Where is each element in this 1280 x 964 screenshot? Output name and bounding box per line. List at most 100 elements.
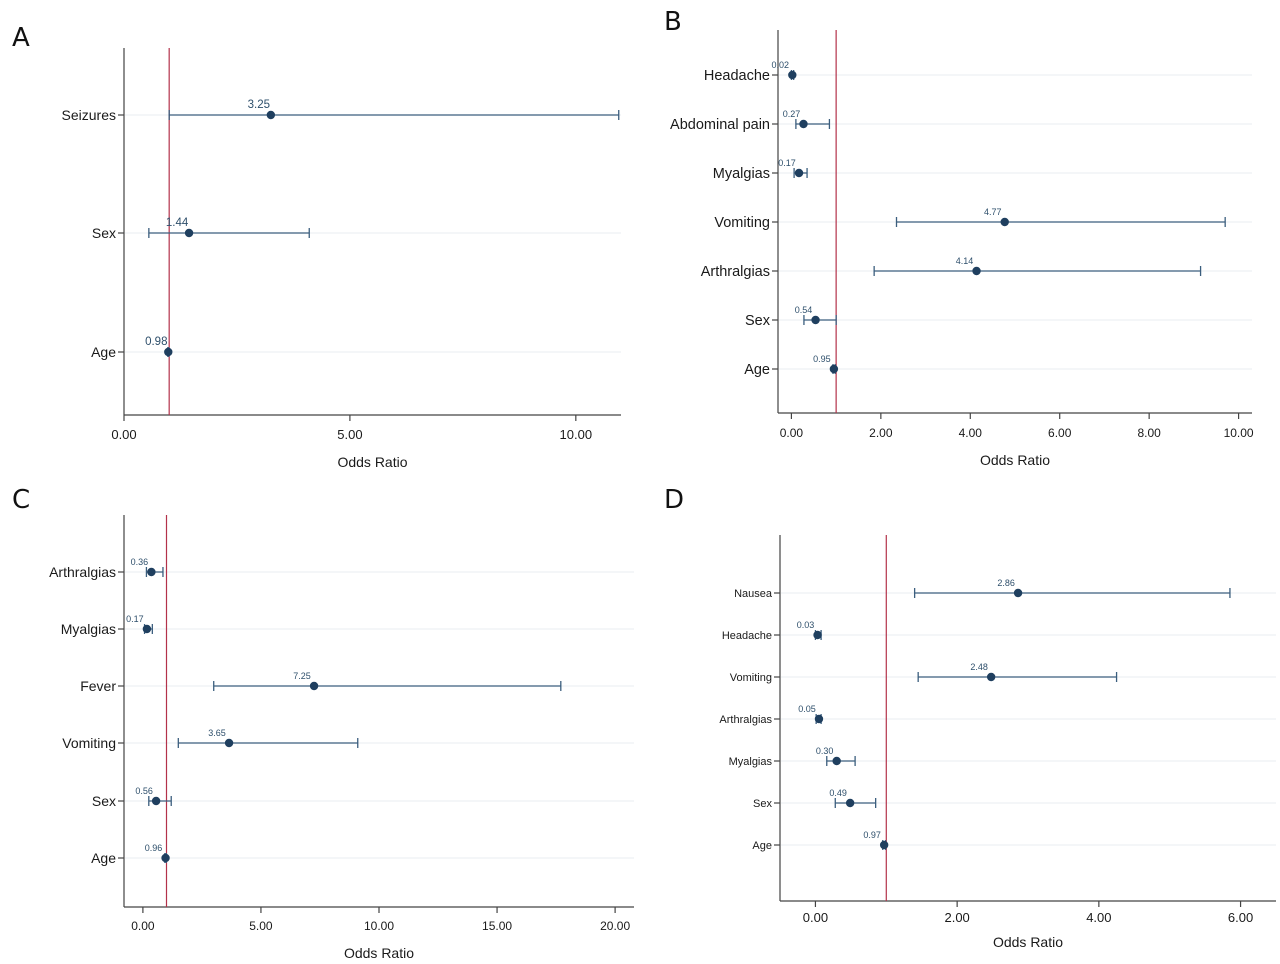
panel-d-point-3 xyxy=(986,672,996,682)
panel-d-category-label-6: Sex xyxy=(753,798,772,810)
panel-c-value-label-4: 3.65 xyxy=(208,728,226,738)
panel-b-row-3: Myalgias 0.17 xyxy=(713,158,808,182)
panel-d-value-label-1: 2.86 xyxy=(997,578,1015,588)
panel-a-row-2: Sex 1.44 xyxy=(92,217,310,241)
panel-d-point-5 xyxy=(832,756,841,766)
panel-b-value-label-5: 4.14 xyxy=(956,256,974,266)
panel-d-x-tick-label-1: 0.00 xyxy=(803,910,828,925)
panel-b-value-label-1: 0.02 xyxy=(772,60,790,70)
panel-c-category-label-5: Sex xyxy=(92,793,116,809)
panel-b-category-label-6: Sex xyxy=(745,313,771,329)
panel-a-point-3 xyxy=(164,347,173,357)
panel-d-category-label-5: Myalgias xyxy=(729,756,773,768)
panel-a-x-axis-title: Odds Ratio xyxy=(337,454,407,470)
panel-d-row-5: Myalgias 0.30 xyxy=(729,746,856,768)
panel-b-row-7: Age 0.95 xyxy=(744,354,839,378)
panel-d-x-axis-title: Odds Ratio xyxy=(993,934,1063,950)
panel-b-x-axis-title: Odds Ratio xyxy=(980,452,1050,468)
panel-d-x-tick-label-2: 2.00 xyxy=(944,910,969,925)
panel-c-value-label-3: 7.25 xyxy=(293,671,311,681)
panel-a-value-label-3: 0.98 xyxy=(145,336,167,348)
panel-d-value-label-4: 0.05 xyxy=(798,704,816,714)
panel-b-x-tick-label-1: 0.00 xyxy=(780,426,804,440)
panel-b-value-label-2: 0.27 xyxy=(783,109,801,119)
panel-c-point-5 xyxy=(151,796,161,806)
panel-b-x-tick-label-5: 8.00 xyxy=(1137,426,1161,440)
panel-b-letter: B xyxy=(664,7,682,37)
panel-c-category-label-4: Vomiting xyxy=(62,735,116,751)
panel-c-row-4: Vomiting 3.65 xyxy=(62,728,359,751)
panel-b-value-label-4: 4.77 xyxy=(984,207,1002,217)
panel-b-category-label-5: Arthralgias xyxy=(701,264,770,280)
panel-c-point-2 xyxy=(142,624,152,634)
panel-a-x-tick-label-3: 10.00 xyxy=(560,427,593,442)
panel-c: C 0.00 5.00 10.00 15.00 20.00 Odds Ratio Arthra… xyxy=(12,485,634,961)
panel-a-value-label-1: 3.25 xyxy=(248,99,270,111)
panel-b-point-3 xyxy=(794,168,804,178)
panel-d-point-1 xyxy=(1013,588,1023,598)
panel-a-x-tick-label-2: 5.00 xyxy=(337,427,362,442)
panel-a: A 0.00 5.00 10.00 Odds Ratio Seizures 3.25 Sex 1… xyxy=(12,23,621,470)
panel-c-x-axis-title: Odds Ratio xyxy=(344,945,414,961)
panel-d-row-3: Vomiting 2.48 xyxy=(730,662,1118,684)
panel-c-point-6 xyxy=(161,853,170,863)
panel-d-point-4 xyxy=(814,714,824,724)
panel-c-value-label-5: 0.56 xyxy=(135,786,153,796)
panel-c-x-tick-label-3: 10.00 xyxy=(364,919,394,933)
panel-b-category-label-7: Age xyxy=(744,362,770,378)
panel-b-row-5: Arthralgias 4.14 xyxy=(701,256,1202,280)
panel-d-value-label-6: 0.49 xyxy=(829,788,847,798)
panel-c-x-tick-label-2: 5.00 xyxy=(249,919,273,933)
panel-c-point-1 xyxy=(147,567,156,577)
panel-b-value-label-6: 0.54 xyxy=(795,305,813,315)
panel-b-value-label-3: 0.17 xyxy=(778,158,796,168)
panel-b-category-label-2: Abdominal pain xyxy=(670,117,770,133)
panel-a-point-1 xyxy=(266,110,276,120)
panel-b-value-label-7: 0.95 xyxy=(813,354,831,364)
panel-b-point-1 xyxy=(788,70,797,80)
panel-b-category-label-1: Headache xyxy=(704,68,770,84)
panel-b-category-label-4: Vomiting xyxy=(714,215,770,231)
panel-a-row-1: Seizures 3.25 xyxy=(62,99,620,123)
panel-d-point-7 xyxy=(879,840,889,850)
panel-a-category-label-2: Sex xyxy=(92,225,116,241)
panel-c-value-label-6: 0.96 xyxy=(145,843,163,853)
panel-d-value-label-7: 0.97 xyxy=(863,830,881,840)
panel-d-letter: D xyxy=(664,485,684,515)
panel-b-point-2 xyxy=(799,119,808,129)
panel-b-row-6: Sex 0.54 xyxy=(745,305,837,329)
panel-b-x-tick-label-3: 4.00 xyxy=(959,426,983,440)
panel-d-row-6: Sex 0.49 xyxy=(753,788,877,810)
panel-b-row-2: Abdominal pain 0.27 xyxy=(670,109,831,133)
panel-b-row-4: Vomiting 4.77 xyxy=(714,207,1226,231)
panel-c-category-label-2: Myalgias xyxy=(61,621,116,637)
panel-d-category-label-7: Age xyxy=(752,840,772,852)
panel-c-row-3: Fever 7.25 xyxy=(80,671,562,694)
panel-c-category-label-1: Arthralgias xyxy=(49,564,116,580)
panel-a-letter: A xyxy=(12,23,30,53)
panel-d-row-4: Arthralgias 0.05 xyxy=(719,704,824,726)
panel-c-point-3 xyxy=(309,681,319,691)
panel-b-category-label-3: Myalgias xyxy=(713,166,770,182)
panel-d-value-label-2: 0.03 xyxy=(797,620,815,630)
panel-d-category-label-4: Arthralgias xyxy=(719,714,772,726)
panel-c-x-tick-label-4: 15.00 xyxy=(482,919,512,933)
panel-a-row-3: Age 0.98 xyxy=(91,336,173,360)
panel-d-row-2: Headache 0.03 xyxy=(722,620,822,642)
panel-c-letter: C xyxy=(12,485,30,515)
panel-c-row-6: Age 0.96 xyxy=(91,843,170,866)
panel-d-category-label-2: Headache xyxy=(722,630,772,642)
panel-d-row-7: Age 0.97 xyxy=(752,830,889,852)
panel-a-point-2 xyxy=(184,228,194,238)
panel-c-value-label-1: 0.36 xyxy=(131,557,149,567)
panel-c-row-2: Myalgias 0.17 xyxy=(61,614,153,637)
panel-d-x-tick-label-3: 4.00 xyxy=(1086,910,1111,925)
panel-d-value-label-3: 2.48 xyxy=(970,662,988,672)
panel-a-x-tick-label-1: 0.00 xyxy=(111,427,136,442)
panel-a-category-label-1: Seizures xyxy=(62,107,116,123)
panel-b-point-4 xyxy=(1000,217,1009,227)
panel-c-x-tick-label-1: 0.00 xyxy=(131,919,155,933)
panel-a-value-label-2: 1.44 xyxy=(166,217,189,229)
